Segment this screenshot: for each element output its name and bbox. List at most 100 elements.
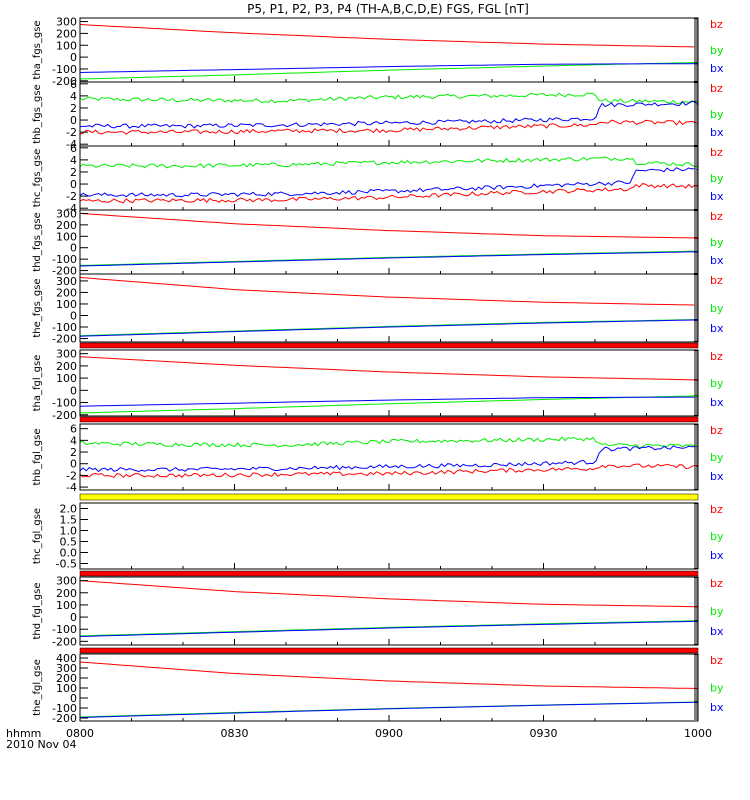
panel-right-ticks	[694, 146, 698, 210]
y-tick-label: 100	[56, 230, 77, 243]
x-axis-label-date: 2010 Nov 04	[6, 738, 76, 751]
y-tick-label: -200	[52, 712, 77, 725]
y-tick-label: -200	[52, 265, 77, 278]
y-tick-label: 300	[56, 575, 77, 588]
legend-bz: bz	[710, 577, 723, 590]
y-tick-label: 200	[56, 286, 77, 299]
panel-frame	[79, 145, 699, 211]
y-tick-label: -100	[52, 253, 77, 266]
legend-by: by	[710, 682, 724, 695]
panel-thc_fgl_gse: 2.01.51.00.50.0-0.5 thc_fgl_gse bz by bx	[32, 502, 724, 571]
y-tick-label: 6	[70, 423, 77, 436]
panel-name-label: the_fgs_gse	[32, 278, 43, 337]
x-tick-label: 0930	[530, 727, 558, 740]
y-tick-label: -200	[52, 75, 77, 88]
y-tick-label: -2	[66, 190, 77, 203]
y-tick-label: 4	[70, 154, 77, 167]
legend-bz: bz	[710, 424, 723, 437]
legend-bz: bz	[710, 654, 723, 667]
y-tick-label: 4	[70, 434, 77, 447]
series-by-line	[80, 436, 698, 449]
legend-by: by	[710, 377, 724, 390]
panel-frame	[79, 349, 699, 417]
y-tick-label: 2	[70, 166, 77, 179]
series-bx-line	[80, 100, 698, 129]
series-by-line	[80, 61, 698, 80]
x-tick-label: 0800	[66, 727, 94, 740]
legend-bz: bz	[710, 82, 723, 95]
panel-name-label: the_fgl_gse	[32, 659, 43, 716]
series-bz-line	[80, 661, 698, 689]
legend-bx: bx	[710, 62, 724, 75]
y-tick-label: 0	[70, 611, 77, 624]
y-tick-label: 6	[70, 78, 77, 91]
legend-bz: bz	[710, 210, 723, 223]
y-tick-label: -100	[52, 397, 77, 410]
legend-bx: bx	[710, 549, 724, 562]
y-tick-label: -0.5	[56, 558, 77, 571]
legend-bx: bx	[710, 396, 724, 409]
y-tick-label: 200	[56, 27, 77, 40]
legend-by: by	[710, 44, 724, 57]
panel-right-ticks	[694, 18, 698, 82]
y-tick-label: -4	[66, 481, 77, 494]
panel-name-label: tha_fgl_gse	[32, 355, 43, 412]
legend-by: by	[710, 605, 724, 618]
y-tick-label: 100	[56, 372, 77, 385]
legend-by: by	[710, 172, 724, 185]
series-bz-line	[80, 463, 698, 479]
status-bar	[79, 416, 699, 423]
series-bx-line	[80, 63, 698, 73]
panel-name-label: thd_fgs_gse	[32, 212, 43, 271]
legend-bx: bx	[710, 625, 724, 638]
series-bz-line	[80, 277, 698, 306]
legend-bx: bx	[710, 254, 724, 267]
y-tick-label: 300	[56, 207, 77, 220]
panel-name-label: thd_fgl_gse	[32, 583, 43, 640]
y-tick-label: 100	[56, 298, 77, 311]
x-tick-label: 0900	[375, 727, 403, 740]
y-tick-label: 1.0	[60, 525, 78, 538]
legend-bx: bx	[710, 190, 724, 203]
legend-bx: bx	[710, 126, 724, 139]
y-tick-label: 200	[56, 672, 77, 685]
panel-frame	[79, 17, 699, 83]
panel-frame	[79, 423, 699, 491]
legend-by: by	[710, 451, 724, 464]
y-tick-label: 2.0	[60, 503, 78, 516]
panel-right-ticks	[694, 577, 698, 645]
y-tick-label: -200	[52, 635, 77, 648]
y-tick-label: 6	[70, 142, 77, 155]
legend-bz: bz	[710, 274, 723, 287]
legend-bz: bz	[710, 350, 723, 363]
y-tick-label: 0	[70, 178, 77, 191]
series-by-line	[80, 395, 698, 414]
series-by-line	[80, 156, 698, 169]
legend-bz: bz	[710, 18, 723, 31]
x-tick-label: 0830	[221, 727, 249, 740]
y-tick-label: 0	[70, 692, 77, 705]
y-tick-label: -200	[52, 409, 77, 422]
legend-by: by	[710, 530, 724, 543]
y-tick-label: 300	[56, 662, 77, 675]
panel-right-ticks	[694, 654, 698, 720]
y-tick-label: 300	[56, 275, 77, 288]
y-tick-label: -4	[66, 202, 77, 215]
series-bx-line	[80, 251, 698, 267]
x-axis-label-hhmm: hhmm	[6, 727, 41, 740]
y-tick-label: -100	[52, 623, 77, 636]
y-tick-label: 1.5	[60, 514, 78, 527]
x-axis: hhmm 2010 Nov 04 0800 0830 0900 0930 1000	[6, 727, 712, 751]
y-tick-label: 0	[70, 242, 77, 255]
y-tick-label: 200	[56, 360, 77, 373]
y-tick-label: 0	[70, 384, 77, 397]
y-tick-label: -4	[66, 138, 77, 151]
legend-bz: bz	[710, 146, 723, 159]
